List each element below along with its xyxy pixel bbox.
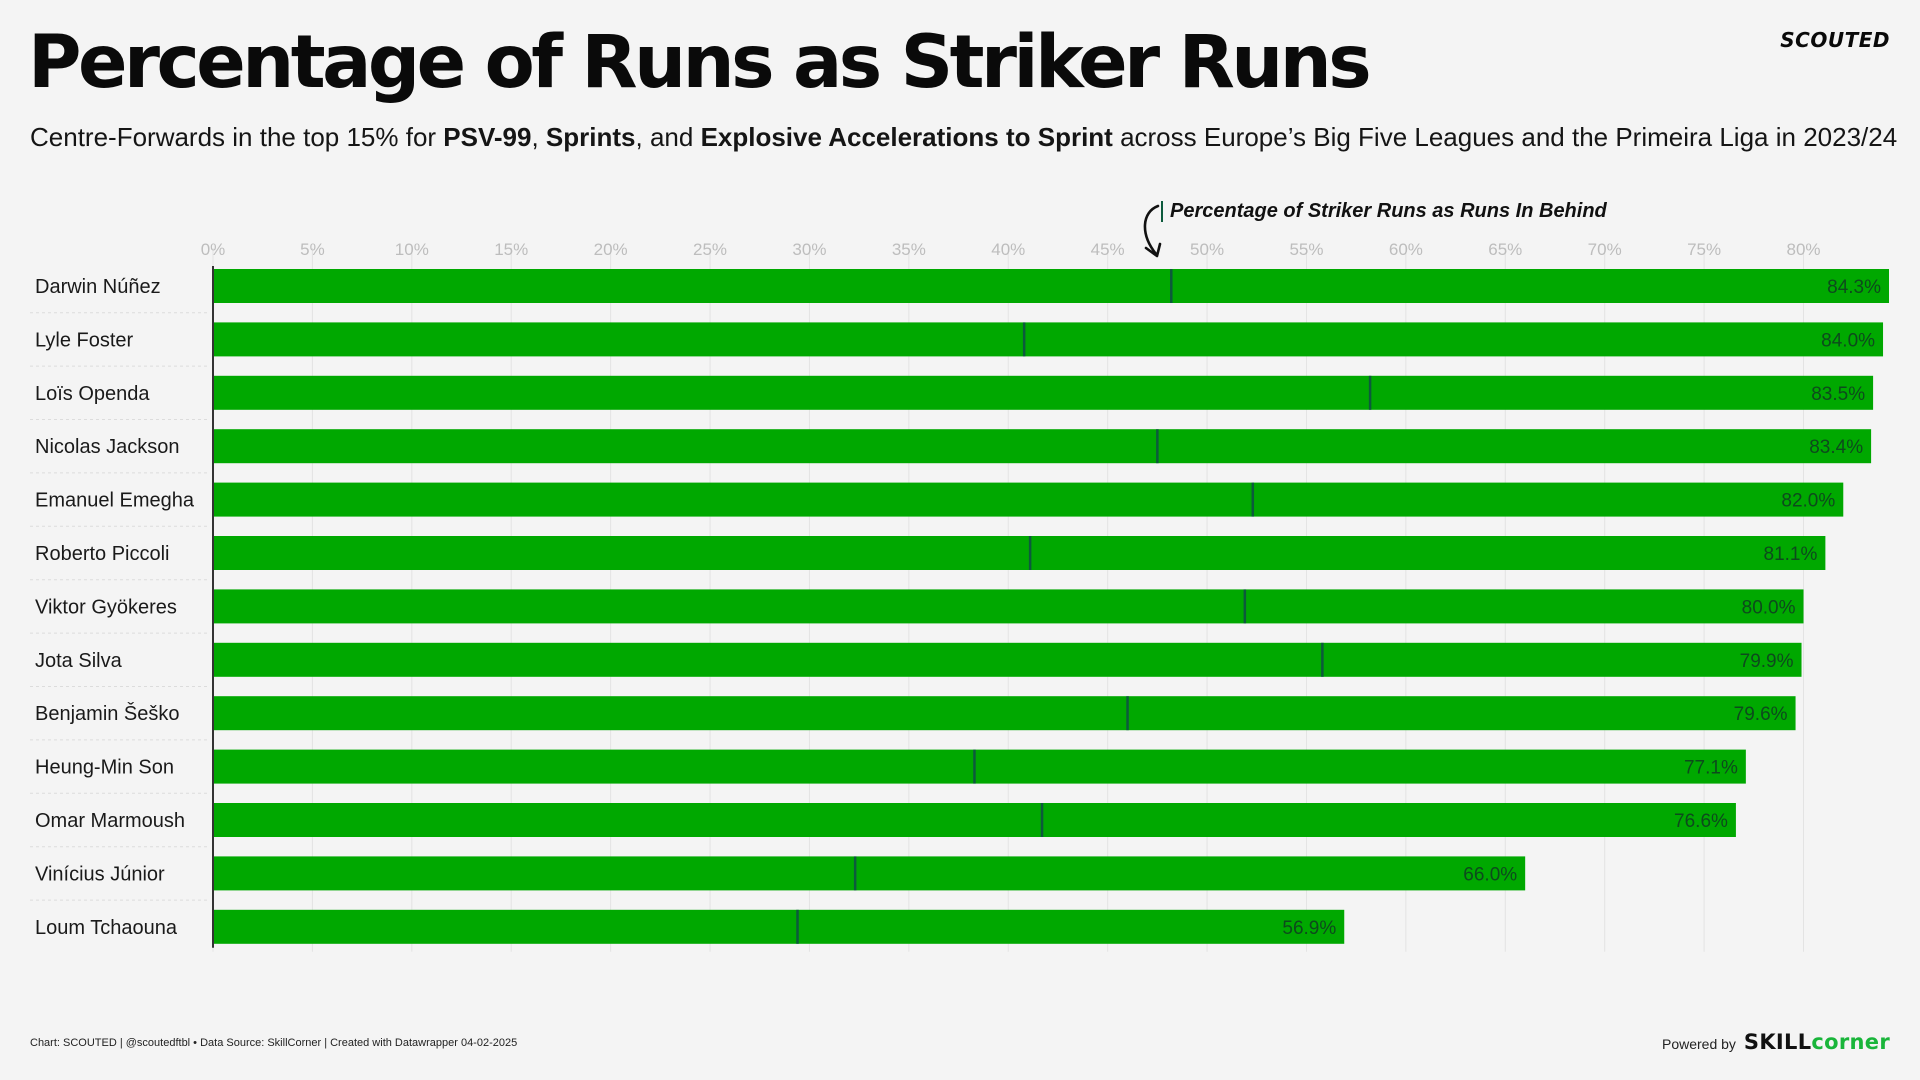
x-tick-label: 20%: [594, 240, 628, 259]
bar-value-label: 79.6%: [1734, 704, 1788, 725]
x-tick-label: 45%: [1091, 240, 1125, 259]
category-label: Lyle Foster: [35, 329, 134, 351]
bar: [213, 749, 1746, 784]
subtitle-part: Explosive Accelerations to Sprint: [700, 122, 1113, 152]
x-tick-label: 70%: [1588, 240, 1622, 259]
chart-title: Percentage of Runs as Striker Runs: [28, 20, 1372, 105]
subtitle-part: Sprints: [545, 122, 636, 152]
category-label: Viktor Gyökeres: [35, 596, 177, 618]
bar: [213, 429, 1872, 464]
bar-value-label: 79.9%: [1740, 651, 1794, 672]
bar: [213, 589, 1804, 624]
x-tick-label: 65%: [1488, 240, 1522, 259]
bar: [213, 269, 1889, 303]
bar: [213, 482, 1844, 517]
chart-svg: 0% 5% 10% 15% 20% 25% 30% 35% 40% 45% 50% 55% 60% 65%…: [30, 201, 1889, 952]
marker-legend-label: Percentage of Striker Runs as Runs In Be…: [1170, 200, 1607, 222]
bar: [213, 375, 1874, 410]
x-tick-label: 0%: [201, 240, 226, 259]
skillcorner-logo: SKILLcorner: [1743, 1030, 1890, 1054]
x-tick-label: 30%: [792, 240, 826, 259]
bar-value-label: 80.0%: [1742, 597, 1796, 618]
category-label: Vinícius Júnior: [35, 863, 165, 885]
category-label: Loum Tchaouna: [35, 917, 178, 939]
category-label: Darwin Núñez: [35, 276, 161, 298]
x-tick-label: 40%: [991, 240, 1025, 259]
x-tick-label: 50%: [1190, 240, 1224, 259]
bar: [213, 696, 1796, 731]
category-label: Nicolas Jackson: [35, 436, 180, 458]
bar-value-label: 81.1%: [1764, 544, 1818, 565]
chart-subtitle: Centre-Forwards in the top 15% for PSV-9…: [30, 122, 1897, 153]
bar-value-label: 66.0%: [1463, 864, 1517, 885]
bar-value-label: 77.1%: [1684, 758, 1738, 779]
subtitle-part: across Europe’s Big Five Leagues and the…: [1112, 122, 1898, 152]
bar-value-label: 84.3%: [1827, 277, 1881, 298]
category-label: Benjamin Šeško: [35, 702, 180, 725]
category-label: Jota Silva: [35, 650, 123, 672]
category-label: Roberto Piccoli: [35, 543, 170, 565]
powered-by: Powered by SKILLcorner: [1662, 1030, 1890, 1054]
subtitle-part: PSV-99: [443, 122, 532, 152]
x-tick-label: 60%: [1389, 240, 1423, 259]
bar: [213, 856, 1526, 891]
x-tick-label: 35%: [892, 240, 926, 259]
bar: [213, 909, 1345, 944]
subtitle-part: Centre-Forwards in the top 15% for: [30, 122, 444, 152]
x-tick-label: 80%: [1786, 240, 1820, 259]
chart-credit: Chart: SCOUTED | @scoutedftbl • Data Sou…: [30, 1037, 518, 1049]
bar: [213, 803, 1736, 837]
category-label: Heung-Min Son: [35, 757, 174, 779]
x-tick-label: 15%: [494, 240, 528, 259]
bar-value-label: 83.4%: [1809, 437, 1863, 458]
x-tick-label: 55%: [1289, 240, 1323, 259]
powered-by-text: Powered by: [1661, 1036, 1736, 1052]
bar-value-label: 76.6%: [1674, 811, 1728, 832]
subtitle-part: , and: [635, 122, 701, 152]
bar-value-label: 83.5%: [1811, 384, 1865, 405]
category-label: Loïs Openda: [35, 383, 150, 405]
bar-value-label: 56.9%: [1282, 918, 1336, 939]
category-label: Emanuel Emegha: [35, 490, 195, 512]
scouted-logo: SCOUTED: [1780, 28, 1890, 52]
bar-value-label: 84.0%: [1821, 330, 1875, 351]
bar-value-label: 82.0%: [1781, 491, 1835, 512]
bar: [213, 322, 1884, 357]
bar: [213, 642, 1802, 677]
bar: [213, 536, 1826, 570]
x-tick-label: 5%: [300, 240, 325, 259]
category-label: Omar Marmoush: [35, 810, 185, 832]
x-tick-label: 25%: [693, 240, 727, 259]
x-tick-label: 10%: [395, 240, 429, 259]
subtitle-part: ,: [531, 122, 546, 152]
curved-arrow-down-icon: [1143, 204, 1162, 258]
x-tick-label: 75%: [1687, 240, 1721, 259]
